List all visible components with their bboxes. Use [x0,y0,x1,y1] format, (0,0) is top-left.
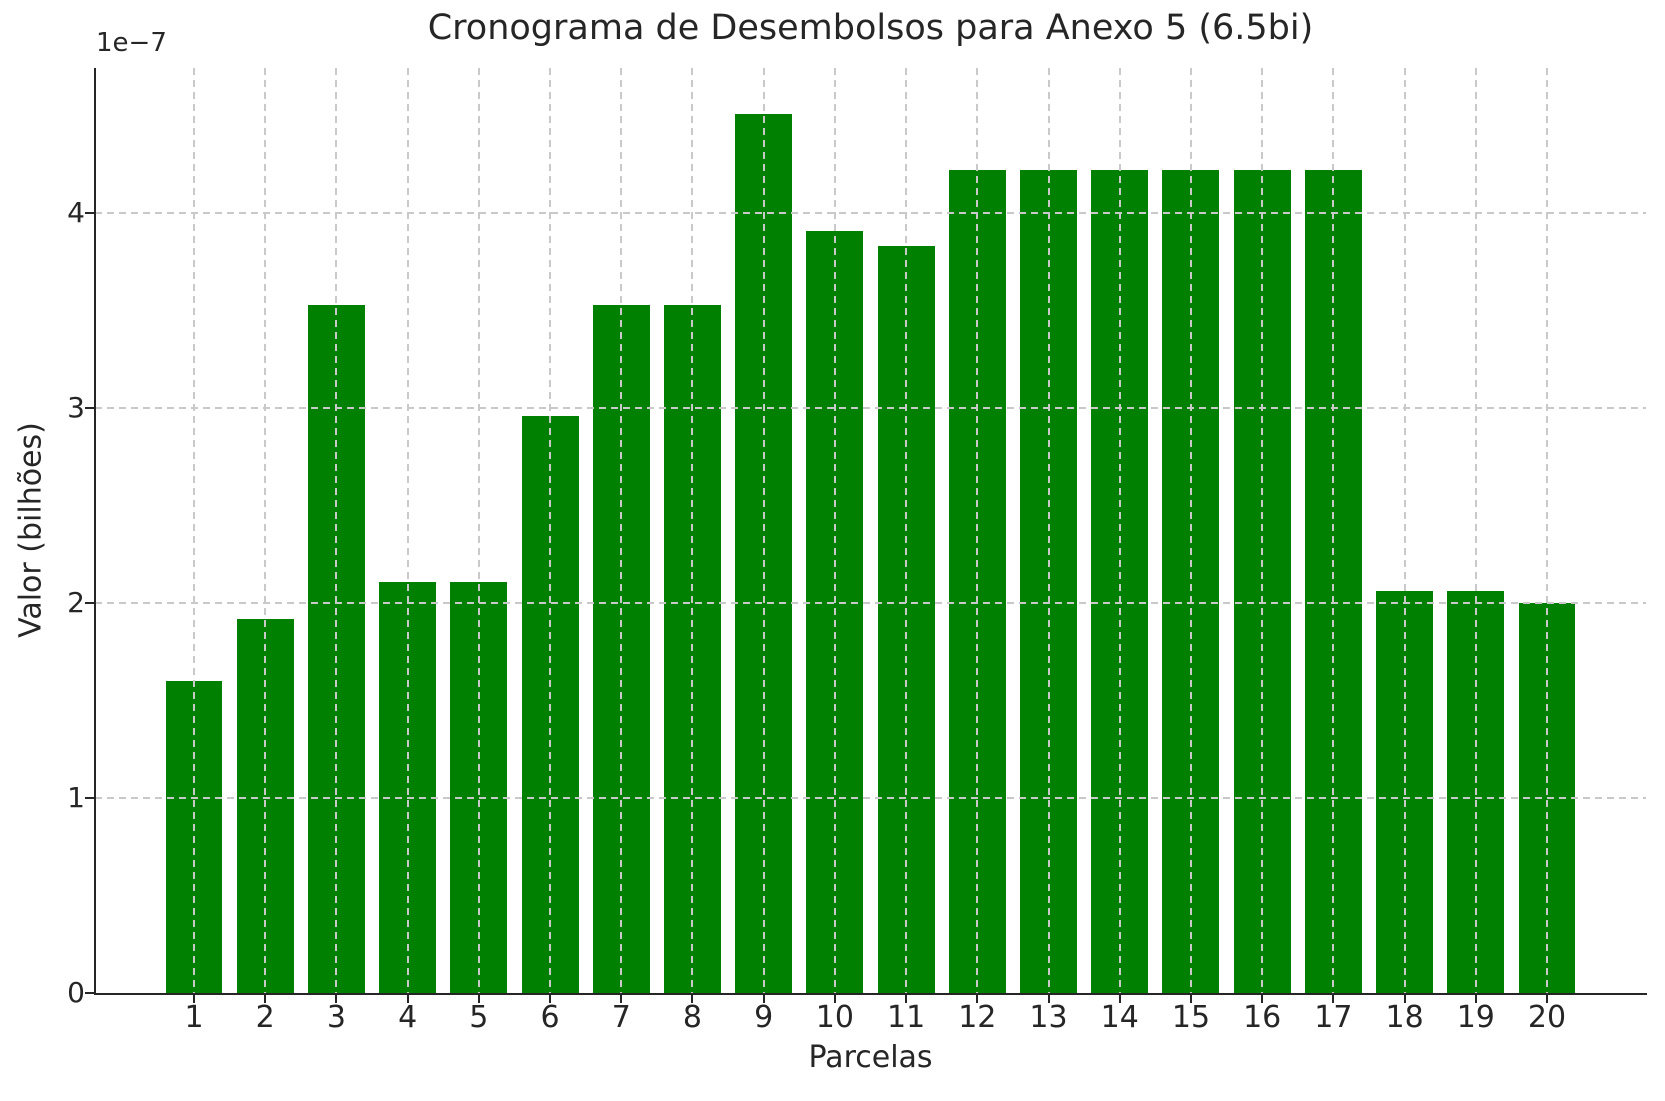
x-tick-label-13: 13 [1029,1000,1068,1035]
x-tick-3 [335,994,338,1003]
y-tick-0 [85,992,94,994]
x-tick-12 [976,994,979,1003]
x-gridline-1 [192,68,195,993]
x-tick-18 [1403,994,1406,1003]
x-gridline-3 [335,68,338,993]
y-tick-label-4: 4 [67,196,85,230]
chart-title: Cronograma de Desembolsos para Anexo 5 (… [427,8,1314,48]
x-gridline-14 [1118,68,1121,993]
x-gridline-9 [762,68,765,993]
x-tick-label-3: 3 [326,1000,346,1035]
plot-area [95,68,1646,993]
x-tick-label-9: 9 [754,1000,774,1035]
x-gridline-2 [264,68,267,993]
x-gridline-16 [1261,68,1264,993]
y-tick-label-2: 2 [67,586,85,620]
y-gridline-4 [95,212,1646,215]
bottom-spine [94,993,1647,995]
x-gridline-10 [833,68,836,993]
x-gridline-15 [1189,68,1192,993]
x-tick-9 [762,994,765,1003]
x-tick-label-12: 12 [958,1000,997,1035]
x-gridline-8 [691,68,694,993]
x-tick-label-8: 8 [682,1000,703,1035]
x-tick-7 [620,994,623,1003]
y-tick-3 [85,407,94,410]
x-tick-label-17: 17 [1314,1000,1353,1035]
x-axis-label: Parcelas [808,1040,933,1075]
y-gridline-3 [95,407,1646,410]
x-tick-16 [1261,994,1264,1003]
x-tick-4 [406,994,409,1003]
x-tick-5 [477,994,480,1003]
x-tick-13 [1047,994,1050,1003]
x-tick-17 [1332,994,1335,1003]
x-tick-label-10: 10 [815,1000,854,1035]
y-gridline-2 [95,602,1646,605]
y-gridline-1 [95,797,1646,800]
x-tick-label-7: 7 [611,1000,631,1035]
x-tick-label-20: 20 [1527,1000,1567,1035]
x-gridline-7 [620,68,623,993]
x-tick-label-18: 18 [1385,1000,1424,1035]
x-tick-14 [1118,994,1121,1003]
x-tick-label-15: 15 [1171,1000,1211,1035]
x-tick-label-14: 14 [1100,1000,1139,1035]
x-gridline-12 [976,68,979,993]
x-gridline-20 [1546,68,1548,993]
x-tick-label-1: 1 [184,1000,204,1035]
x-gridline-6 [549,68,552,993]
x-tick-6 [549,994,552,1003]
y-tick-1 [85,797,94,800]
x-gridline-4 [406,68,409,993]
y-tick-label-1: 1 [67,781,85,815]
x-gridline-18 [1403,68,1406,993]
x-gridline-5 [477,68,480,993]
x-tick-20 [1546,994,1548,1003]
x-gridline-13 [1047,68,1050,993]
y-tick-label-0: 0 [67,976,85,1009]
x-tick-label-4: 4 [398,1000,418,1035]
y-tick-2 [85,602,94,605]
x-gridline-11 [905,68,908,993]
x-tick-8 [691,994,694,1003]
x-tick-label-2: 2 [255,1000,275,1035]
y-axis-offset-label: 1e−7 [96,28,167,58]
x-tick-label-5: 5 [469,1000,489,1035]
x-tick-1 [192,994,195,1003]
y-tick-label-3: 3 [67,391,85,425]
x-tick-11 [905,994,908,1003]
x-gridline-19 [1474,68,1477,993]
x-tick-2 [264,994,267,1003]
x-tick-label-19: 19 [1456,1000,1495,1035]
x-tick-15 [1189,994,1192,1003]
x-tick-19 [1474,994,1477,1003]
y-tick-4 [85,212,94,215]
x-tick-label-16: 16 [1243,1000,1282,1035]
x-gridline-17 [1332,68,1335,993]
left-spine [94,68,96,995]
x-tick-10 [833,994,836,1003]
x-tick-label-11: 11 [887,1000,926,1035]
x-tick-label-6: 6 [540,1000,560,1035]
